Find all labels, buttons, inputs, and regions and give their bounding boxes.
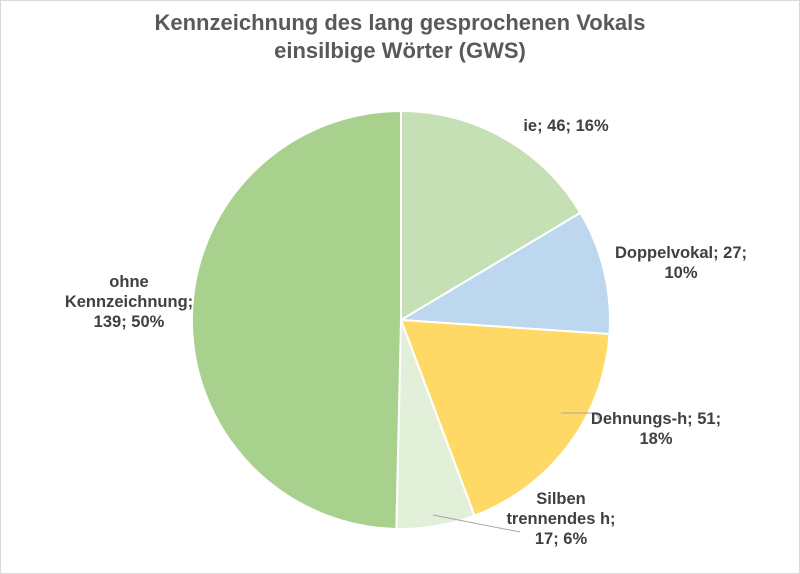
slice-label-line: 18% xyxy=(639,430,672,448)
slice-label-ie: ie; 46; 16% xyxy=(523,117,609,135)
slice-label-line: 10% xyxy=(664,264,697,282)
slice-label-line: Kennzeichnung; xyxy=(65,293,193,311)
slice-label-line: 17; 6% xyxy=(535,530,588,548)
slice-label-silben-trennendes-h: Silben trennendes h; 17; 6% xyxy=(506,490,615,548)
leader-lines xyxy=(432,412,600,533)
slice-label-line: ohne xyxy=(109,273,148,291)
leader-line xyxy=(561,412,600,420)
slice-label-line: Dehnungs-h; 51; xyxy=(591,410,721,428)
slice-label-line: Silben xyxy=(536,490,586,508)
slice-label-line: trennendes h; xyxy=(506,510,615,528)
slice-label-line: Doppelvokal; 27; xyxy=(615,244,747,262)
pie-slice-ie xyxy=(400,109,582,322)
leader-line xyxy=(432,514,521,533)
chart-title: Kennzeichnung des lang gesprochenen Voka… xyxy=(1,9,799,65)
chart-title-line-2: einsilbige Wörter (GWS) xyxy=(274,38,526,63)
pie-slice-doppelvokal xyxy=(397,211,611,336)
slice-label-line: 139; 50% xyxy=(94,313,165,331)
slice-label-doppelvokal: Doppelvokal; 27; 10% xyxy=(615,244,747,282)
slice-labels: ie; 46; 16% Doppelvokal; 27; 10% Dehnungs-h… xyxy=(65,117,747,548)
pie-slice-dehnungs-h xyxy=(399,318,611,517)
slice-label-dehnungs-h: Dehnungs-h; 51; 18% xyxy=(591,410,721,448)
pie-slices xyxy=(190,109,611,530)
chart-title-line-1: Kennzeichnung des lang gesprochenen Voka… xyxy=(154,10,646,35)
slice-label-line: ie; 46; 16% xyxy=(523,117,609,135)
pie-slice-ohne-kennzeichnung xyxy=(190,109,402,530)
slice-label-ohne-kennzeichnung: ohne Kennzeichnung; 139; 50% xyxy=(65,273,193,331)
